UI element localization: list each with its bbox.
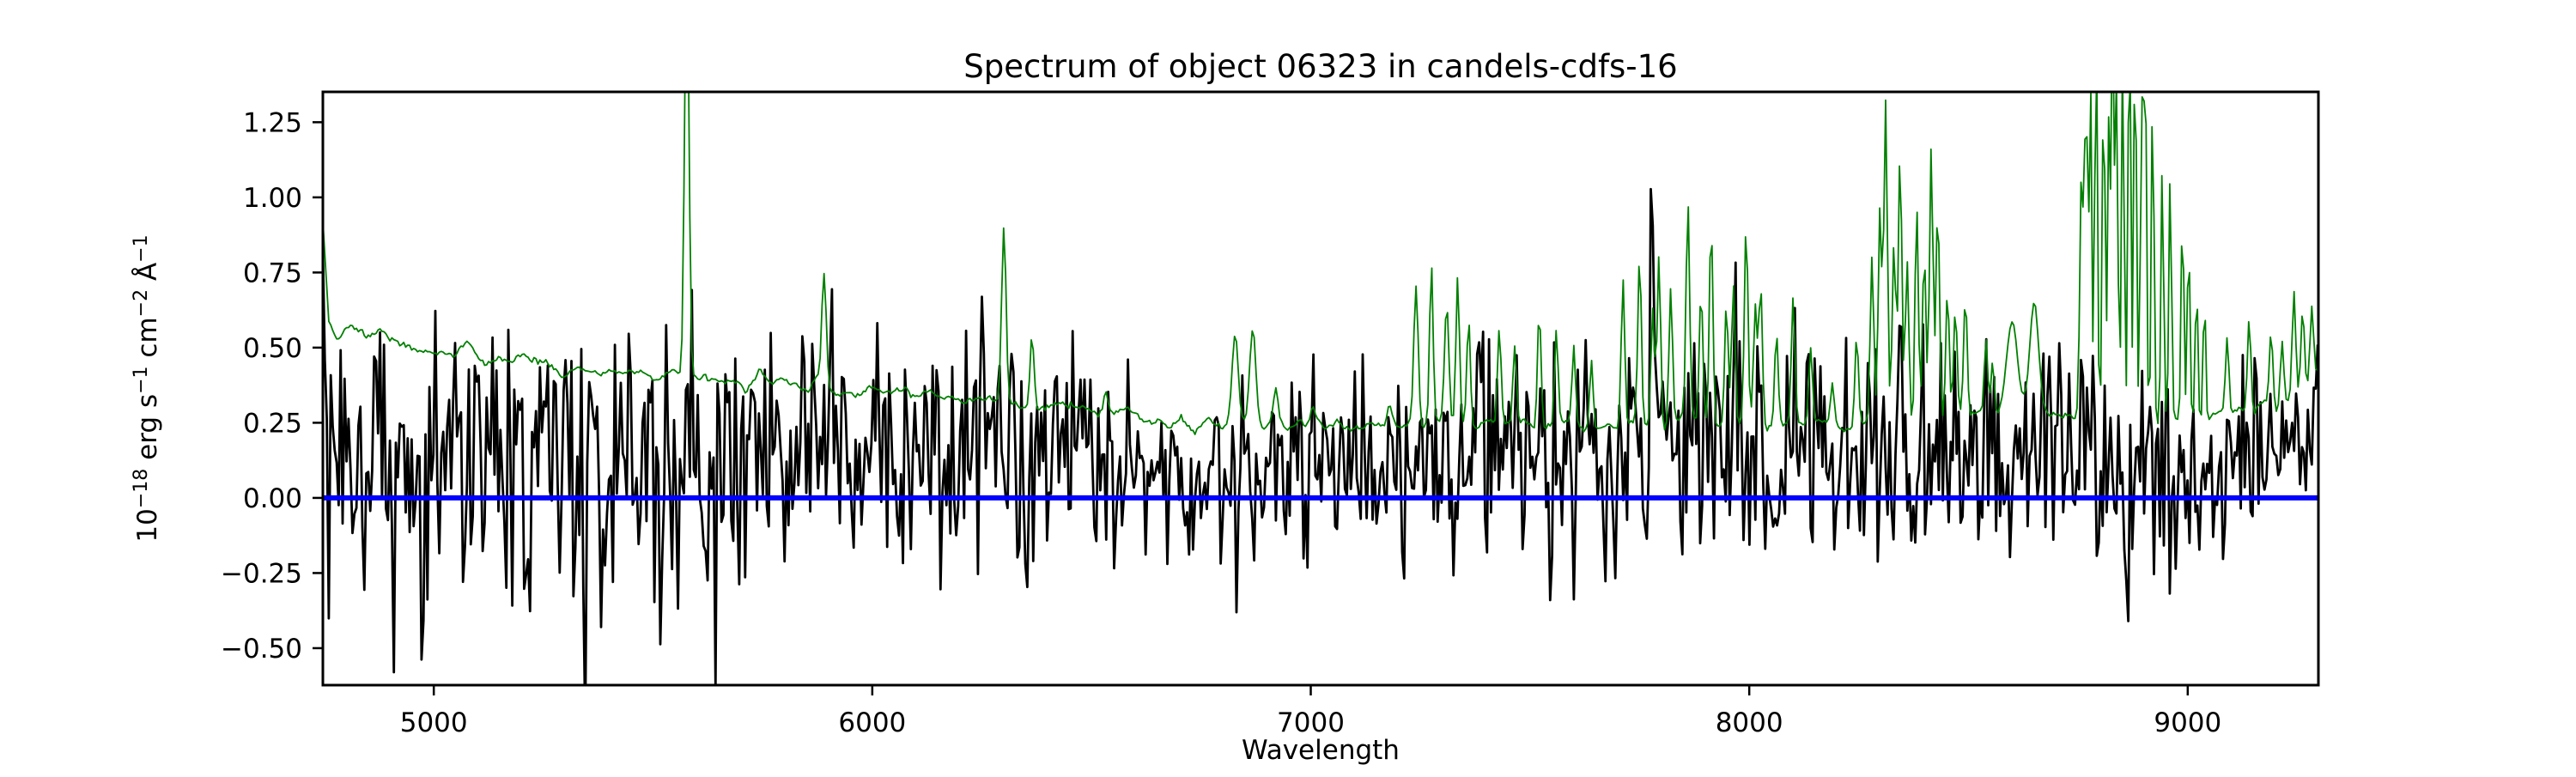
plot-area [323,92,2318,685]
y-tick-label: 1.25 [243,107,302,138]
y-tick-label: −0.50 [221,634,302,665]
sky-error-line [323,92,2318,435]
y-tick-label: 1.00 [243,183,302,214]
plot-title: Spectrum of object 06323 in candels-cdfs… [963,48,1677,85]
x-axis-label: Wavelength [1242,735,1400,766]
axes-ticks: 5000 6000 7000 8000 9000 1.25 1.00 0.75 0.50 0.25… [221,107,2221,738]
y-tick-label: 0.00 [243,483,302,514]
plot-frame [321,90,2320,687]
x-tick-label: 8000 [1716,707,1783,738]
y-tick-label: 0.75 [243,258,302,288]
y-tick-label: 0.50 [243,333,302,364]
flux-spectrum-line [323,187,2318,685]
x-tick-label: 6000 [838,707,906,738]
y-axis-label: 10−18 erg s−1 cm−2 Å−1 [131,234,163,542]
x-tick-label: 9000 [2154,707,2221,738]
y-tick-label: 0.25 [243,408,302,439]
x-tick-label: 7000 [1277,707,1345,738]
x-tick-label: 5000 [400,707,468,738]
y-tick-label: −0.25 [221,558,302,589]
